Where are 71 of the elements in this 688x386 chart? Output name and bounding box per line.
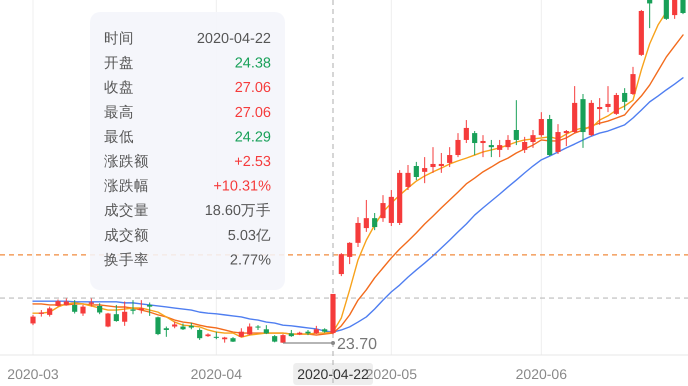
candlestick: [447, 146, 452, 168]
x-tick-label: 2020-03: [7, 366, 59, 382]
candlestick: [338, 252, 344, 277]
candlestick: [347, 242, 352, 265]
category-label: 时间: [104, 30, 134, 47]
candlestick: [105, 312, 111, 328]
candlestick: [505, 134, 511, 150]
candlestick: [80, 304, 86, 316]
candlestick: [480, 134, 486, 158]
candlestick: [147, 302, 152, 316]
candlestick: [464, 120, 469, 144]
candlestick: [680, 0, 686, 15]
candlestick: [72, 300, 78, 314]
candlestick: [247, 322, 252, 336]
candlestick: [522, 136, 528, 154]
category-label: 涨跌幅: [104, 178, 149, 195]
text: 5.03亿: [228, 228, 271, 244]
category-label: 成交量: [104, 202, 149, 220]
text: 27.06: [234, 104, 271, 121]
annotation: 23.70: [337, 336, 378, 353]
text: 2.77%: [230, 252, 271, 268]
candlestick: [414, 161, 419, 181]
category-label: 开盘: [104, 54, 134, 72]
candlestick: [155, 316, 161, 336]
candlestick: [630, 66, 636, 96]
candlestick: [605, 86, 611, 113]
candlestick: [672, 0, 678, 20]
text: 18.60万手: [204, 203, 271, 220]
candlestick: [555, 124, 561, 155]
candlestick: [422, 156, 428, 184]
candlestick: [47, 306, 52, 318]
candlestick: [538, 112, 544, 138]
text: +2.53: [234, 154, 271, 170]
text: 2020-04-22: [196, 31, 271, 47]
category-label: 最高: [104, 104, 134, 121]
candlestick: [97, 302, 102, 315]
candlestick: [30, 314, 36, 326]
category-label: 换手率: [104, 251, 149, 268]
candlestick: [364, 199, 369, 232]
candlestick: [597, 98, 602, 126]
category-label: 涨跌额: [104, 153, 149, 170]
category-label: 成交额: [104, 226, 149, 244]
candlestick: [647, 0, 652, 29]
text: 27.06: [234, 80, 271, 96]
candlestick: [430, 146, 436, 174]
candlestick: [488, 139, 494, 158]
text: 24.29: [234, 129, 271, 146]
candlestick: [614, 92, 619, 116]
candlestick: [472, 130, 478, 156]
candlestick: [497, 139, 502, 158]
x-tick-label: 2020-04: [190, 366, 242, 382]
candlestick: [355, 216, 361, 248]
candlestick: [438, 152, 444, 174]
candlestick: [622, 88, 628, 111]
candlestick: [130, 300, 136, 315]
category-label: 收盘: [104, 79, 134, 96]
candlestick: [455, 132, 461, 158]
x-tick-label: 2020-06: [516, 366, 568, 382]
candlestick: [514, 100, 519, 146]
candlestick: [114, 304, 119, 322]
category-label: 最低: [104, 129, 134, 146]
candlestick: [197, 328, 202, 340]
text: 24.38: [234, 56, 271, 72]
candlestick: [372, 212, 378, 231]
candlestick: [564, 129, 569, 147]
candlestick: [122, 300, 128, 326]
candlestick: [380, 194, 386, 222]
candlestick: [405, 164, 411, 191]
candlestick: [664, 0, 669, 20]
text: +10.31%: [213, 178, 271, 195]
candlestick: [530, 129, 536, 148]
